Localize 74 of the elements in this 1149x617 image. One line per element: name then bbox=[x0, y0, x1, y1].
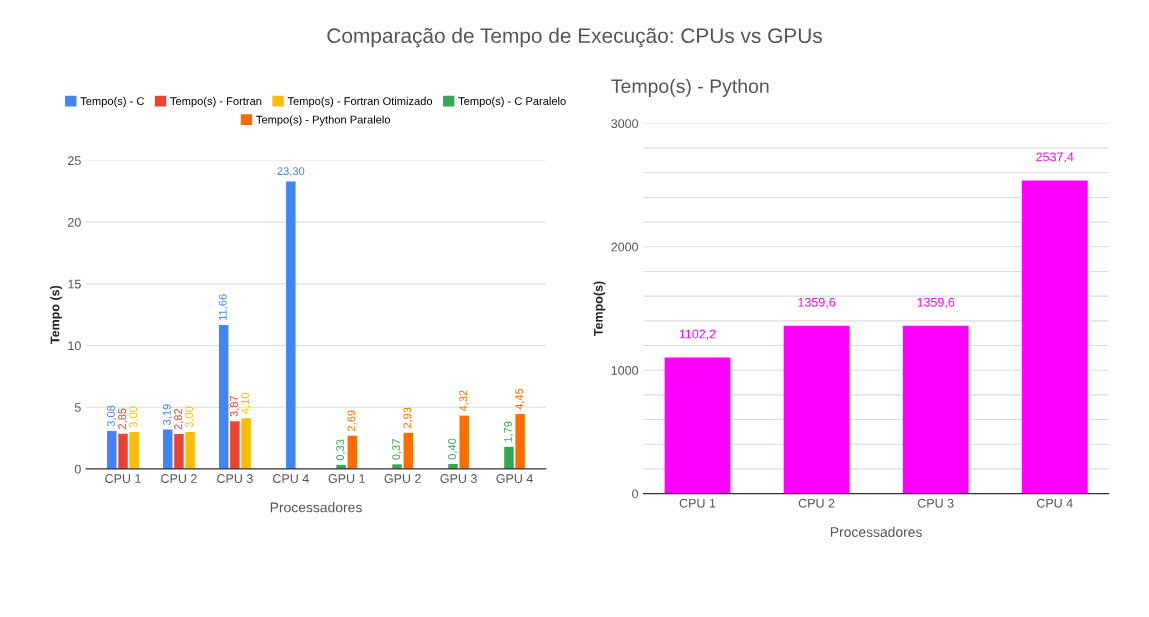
bar bbox=[163, 429, 173, 469]
bar bbox=[347, 435, 358, 469]
x-tick-label: CPU 3 bbox=[217, 474, 253, 483]
data-label: 3,08 bbox=[106, 405, 117, 427]
y-tick-label: 0 bbox=[632, 489, 639, 499]
bar bbox=[174, 434, 184, 469]
bar bbox=[515, 414, 525, 469]
data-label: 1102,2 bbox=[679, 329, 716, 340]
data-label: 1359,6 bbox=[917, 297, 955, 309]
y-tick-label: 2000 bbox=[611, 242, 639, 252]
legend-label: Tempo(s) - Fortran bbox=[170, 96, 262, 108]
bar bbox=[783, 325, 850, 494]
legend-label: Tempo(s) - Fortran Otimizado bbox=[287, 96, 433, 108]
x-tick-label: GPU 1 bbox=[328, 474, 365, 483]
data-label: 4,45 bbox=[515, 388, 525, 410]
legend-label: Tempo(s) - C bbox=[80, 96, 144, 108]
bar bbox=[118, 433, 128, 469]
data-label: 3,87 bbox=[229, 395, 240, 417]
data-label: 0,33 bbox=[336, 439, 346, 461]
bar bbox=[241, 418, 251, 469]
y-tick-label: 0 bbox=[74, 464, 81, 474]
x-tick-label: CPU 3 bbox=[917, 498, 954, 508]
y-tick-label: 10 bbox=[68, 341, 81, 351]
y-tick-label: 25 bbox=[68, 156, 81, 166]
data-label: 0,40 bbox=[448, 438, 458, 460]
x-tick-label: CPU 2 bbox=[798, 498, 835, 508]
data-label: 3,19 bbox=[162, 404, 173, 425]
x-tick-label: GPU 3 bbox=[440, 474, 477, 483]
x-tick-label: CPU 1 bbox=[105, 474, 141, 483]
data-label: 4,32 bbox=[459, 390, 469, 412]
data-label: 3,00 bbox=[185, 406, 195, 428]
bar bbox=[459, 415, 469, 469]
data-label: 2537,4 bbox=[1036, 152, 1074, 163]
bar bbox=[664, 357, 731, 494]
y-tick-label: 1000 bbox=[611, 366, 639, 375]
bar bbox=[107, 430, 117, 469]
data-label: 2,69 bbox=[347, 410, 357, 431]
data-label: 3,00 bbox=[129, 406, 139, 428]
x-tick-label: GPU 4 bbox=[496, 474, 533, 483]
data-label: 2,93 bbox=[403, 407, 413, 429]
chart-title: Tempo(s) - Python bbox=[611, 78, 769, 97]
bar bbox=[129, 431, 139, 469]
bar bbox=[230, 421, 240, 469]
y-tick-label: 3000 bbox=[611, 119, 639, 129]
x-tick-label: GPU 2 bbox=[384, 474, 421, 483]
x-tick-label: CPU 2 bbox=[161, 474, 197, 483]
y-tick-label: 5 bbox=[74, 403, 81, 412]
y-axis-title: Tempo (s) bbox=[50, 285, 62, 344]
x-tick-label: CPU 1 bbox=[679, 498, 716, 508]
y-axis-title: Tempo(s) bbox=[593, 281, 606, 337]
legend-label: Tempo(s) - Python Paralelo bbox=[256, 115, 391, 126]
data-label: 4,10 bbox=[241, 392, 251, 414]
bar bbox=[504, 446, 514, 469]
data-label: 0,37 bbox=[392, 439, 402, 460]
data-label: 1359,6 bbox=[798, 297, 836, 309]
data-label: 11,66 bbox=[218, 294, 228, 321]
legend-label: Tempo(s) - C Paralelo bbox=[458, 96, 566, 108]
x-tick-label: CPU 4 bbox=[273, 474, 309, 483]
bar bbox=[185, 431, 195, 469]
bar bbox=[403, 432, 414, 469]
x-axis-title: Processadores bbox=[830, 526, 922, 537]
data-label: 23,30 bbox=[277, 167, 305, 177]
chart-title: Comparação de Tempo de Execução: CPUs vs GPUs bbox=[327, 27, 822, 48]
y-tick-label: 20 bbox=[68, 217, 81, 227]
bar bbox=[392, 464, 402, 469]
x-tick-label: CPU 4 bbox=[1036, 498, 1073, 508]
data-label: 2,85 bbox=[118, 408, 128, 430]
y-tick-label: 15 bbox=[68, 279, 81, 289]
data-label: 1,79 bbox=[504, 421, 514, 442]
x-axis-title: Processadores bbox=[270, 502, 362, 513]
bar bbox=[218, 325, 229, 469]
bar bbox=[1021, 180, 1088, 494]
data-label: 2,82 bbox=[174, 408, 184, 430]
bar bbox=[902, 325, 969, 494]
